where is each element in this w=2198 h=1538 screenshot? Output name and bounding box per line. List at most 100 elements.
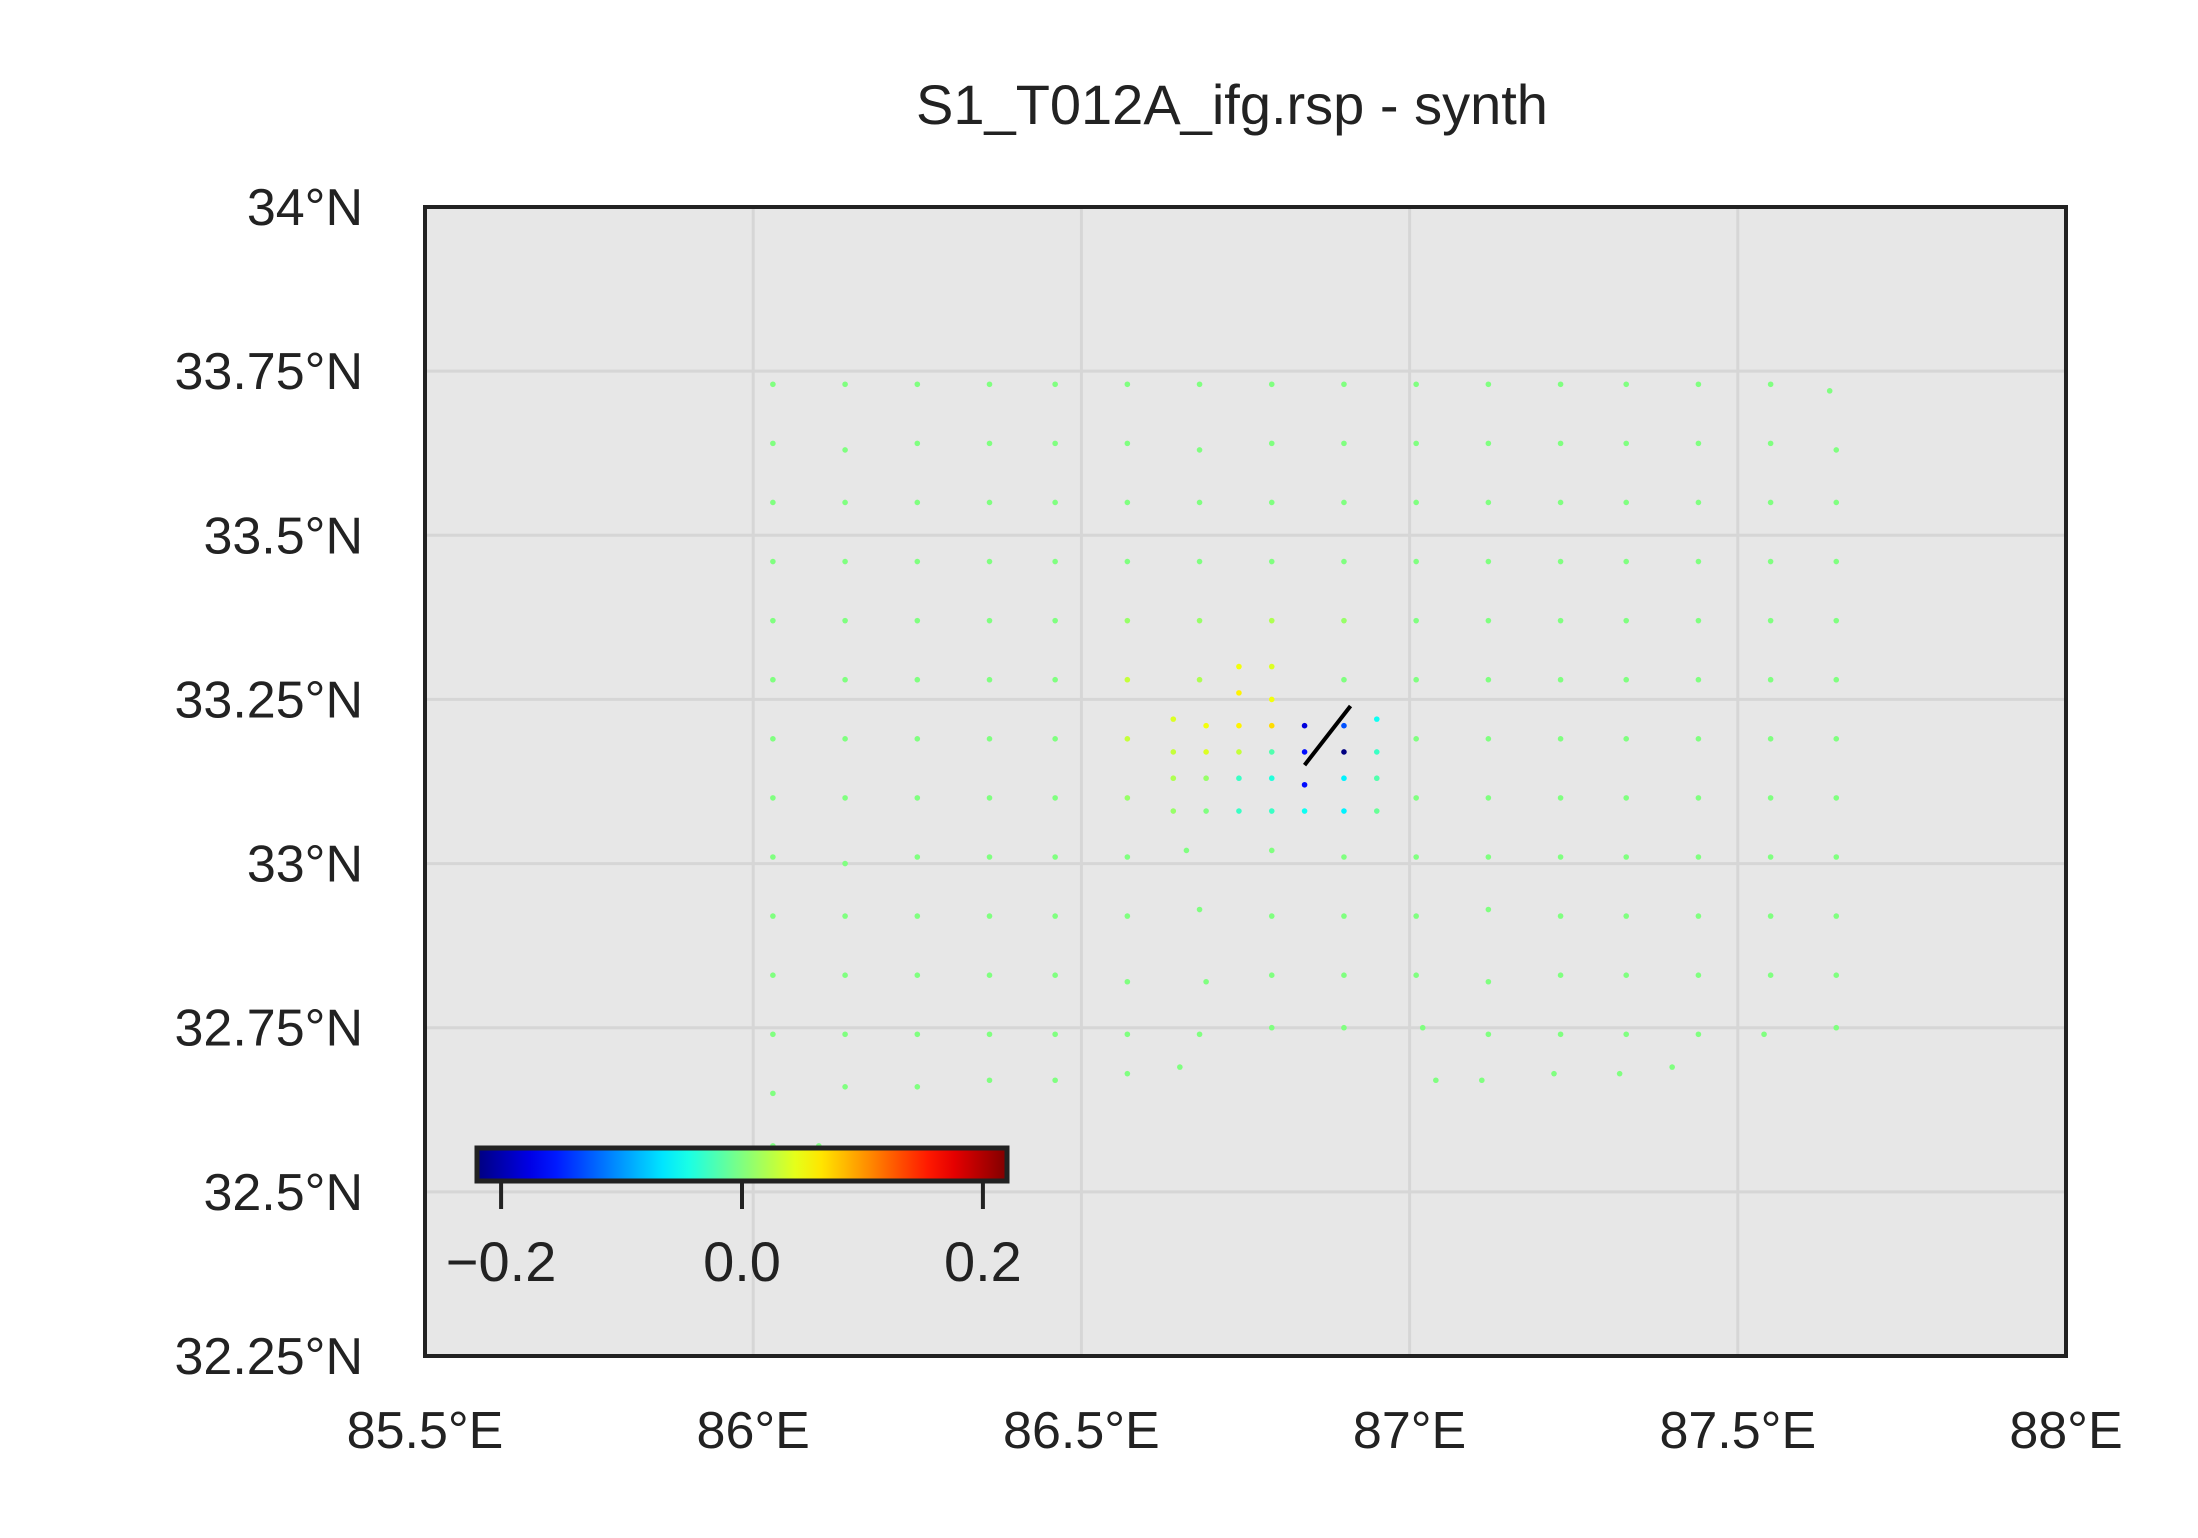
data-point bbox=[1485, 978, 1492, 985]
data-point bbox=[1268, 808, 1275, 814]
data-point bbox=[914, 972, 921, 978]
x-tick-label: 86.5°E bbox=[1003, 1402, 1160, 1460]
data-point bbox=[986, 854, 993, 860]
data-point bbox=[914, 381, 921, 388]
data-point bbox=[1557, 913, 1564, 919]
data-point bbox=[842, 860, 848, 867]
data-point bbox=[1052, 795, 1058, 801]
data-point bbox=[914, 795, 921, 801]
data-point bbox=[1341, 617, 1347, 624]
data-point bbox=[914, 1031, 921, 1038]
data-point bbox=[1695, 676, 1702, 683]
data-point bbox=[1124, 795, 1131, 801]
data-point bbox=[1341, 972, 1347, 978]
data-point bbox=[1196, 447, 1203, 453]
data-point bbox=[1124, 978, 1131, 985]
data-point bbox=[1124, 1031, 1131, 1038]
data-point bbox=[1485, 736, 1492, 742]
data-point bbox=[1485, 1031, 1492, 1038]
data-point bbox=[1052, 499, 1058, 506]
y-tick-label: 34°N bbox=[247, 179, 363, 237]
data-point bbox=[1413, 381, 1419, 388]
data-point bbox=[1669, 1064, 1675, 1070]
data-point bbox=[986, 617, 993, 624]
data-point bbox=[842, 736, 848, 742]
data-point bbox=[1623, 440, 1630, 447]
data-point bbox=[1695, 736, 1702, 742]
data-point bbox=[1124, 617, 1131, 624]
data-point bbox=[842, 447, 848, 453]
plot-frame bbox=[423, 205, 2068, 1358]
data-point bbox=[1170, 716, 1177, 722]
data-point bbox=[1557, 1031, 1564, 1038]
x-axis-ticks: 85.5°E 86°E 86.5°E 87°E 87.5°E 88°E bbox=[347, 1402, 2123, 1460]
data-point bbox=[1413, 913, 1419, 919]
data-point bbox=[1341, 676, 1347, 683]
data-point bbox=[1833, 972, 1840, 978]
data-point bbox=[842, 1031, 848, 1038]
data-point bbox=[1341, 722, 1347, 729]
data-point bbox=[914, 736, 921, 742]
data-point bbox=[1623, 499, 1630, 506]
data-point bbox=[1268, 847, 1275, 854]
data-point bbox=[1301, 722, 1308, 729]
data-point bbox=[914, 913, 921, 919]
data-point bbox=[1196, 906, 1203, 913]
data-point bbox=[1124, 676, 1131, 683]
data-point bbox=[1268, 749, 1275, 755]
data-point bbox=[1695, 440, 1702, 447]
x-tick-label: 87.5°E bbox=[1659, 1402, 1816, 1460]
colorbar-tick-label: 0.2 bbox=[944, 1230, 1022, 1293]
data-point bbox=[1052, 676, 1058, 683]
data-point bbox=[1052, 854, 1058, 860]
data-point bbox=[914, 854, 921, 860]
data-point bbox=[1236, 749, 1242, 755]
data-point bbox=[986, 972, 993, 978]
data-point bbox=[1203, 808, 1209, 814]
data-point bbox=[1833, 913, 1840, 919]
data-point bbox=[1341, 1024, 1347, 1031]
colorbar-tick-label: 0.0 bbox=[703, 1230, 781, 1293]
data-point bbox=[1833, 499, 1840, 506]
data-point bbox=[1052, 440, 1058, 447]
data-point bbox=[1557, 736, 1564, 742]
data-point bbox=[1623, 1031, 1630, 1038]
data-point bbox=[1052, 381, 1058, 388]
data-point bbox=[1413, 854, 1419, 860]
data-point bbox=[1695, 1031, 1702, 1038]
data-point bbox=[1695, 558, 1702, 565]
data-point bbox=[1767, 972, 1774, 978]
data-point bbox=[1485, 906, 1492, 913]
data-point bbox=[1767, 440, 1774, 447]
data-point bbox=[1833, 736, 1840, 742]
grid bbox=[425, 207, 2066, 1356]
data-point bbox=[1268, 499, 1275, 506]
data-point bbox=[1373, 749, 1380, 755]
data-point bbox=[1341, 808, 1347, 814]
data-point bbox=[1124, 1070, 1131, 1077]
data-point bbox=[1124, 381, 1131, 388]
data-point bbox=[1341, 381, 1347, 388]
data-point bbox=[1341, 749, 1347, 755]
data-point bbox=[986, 1031, 993, 1038]
data-point bbox=[1485, 676, 1492, 683]
data-point bbox=[1268, 696, 1275, 703]
data-point bbox=[914, 440, 921, 447]
data-point bbox=[1373, 716, 1380, 722]
data-point bbox=[986, 499, 993, 506]
data-point bbox=[1052, 972, 1058, 978]
data-point bbox=[1301, 808, 1308, 814]
data-point bbox=[1052, 1031, 1058, 1038]
data-point bbox=[1124, 736, 1131, 742]
data-point bbox=[842, 795, 848, 801]
data-point bbox=[1341, 775, 1347, 782]
data-point bbox=[1268, 617, 1275, 624]
data-point bbox=[1616, 1070, 1623, 1077]
data-point bbox=[1623, 972, 1630, 978]
data-point bbox=[1183, 847, 1190, 854]
data-point bbox=[1767, 795, 1774, 801]
data-point bbox=[1413, 617, 1419, 624]
data-point bbox=[1557, 558, 1564, 565]
data-point bbox=[1124, 913, 1131, 919]
data-point bbox=[914, 617, 921, 624]
